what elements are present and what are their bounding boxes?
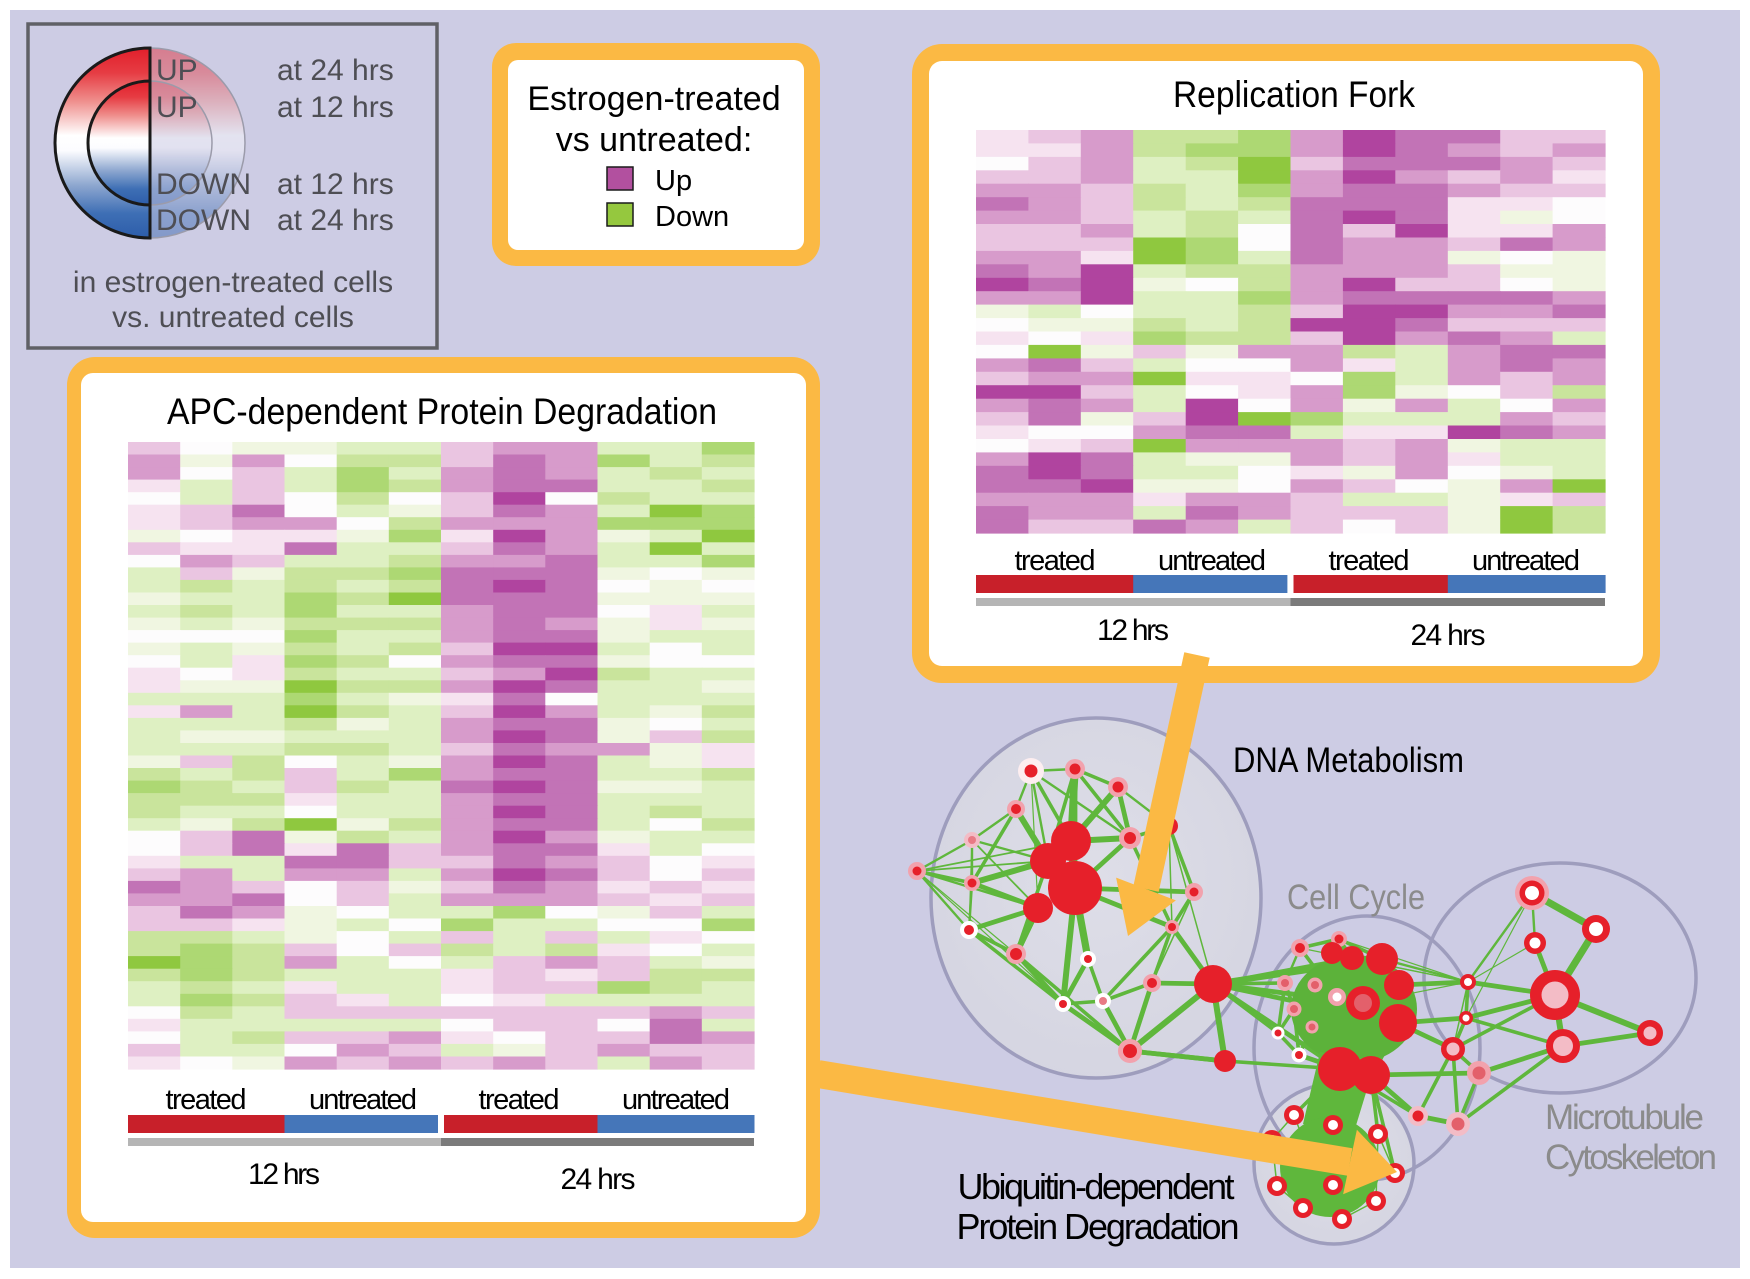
svg-text:Replication Fork: Replication Fork	[1173, 74, 1415, 115]
svg-text:at 24 hrs: at 24 hrs	[277, 204, 394, 237]
svg-text:untreated: untreated	[309, 1084, 417, 1116]
svg-text:APC-dependent Protein Degradat: APC-dependent Protein Degradation	[167, 391, 717, 432]
svg-text:at 12 hrs: at 12 hrs	[277, 91, 394, 124]
svg-text:Microtubule: Microtubule	[1545, 1098, 1704, 1137]
svg-text:Down: Down	[655, 201, 729, 233]
svg-text:Protein Degradation: Protein Degradation	[957, 1206, 1240, 1247]
svg-text:at 24 hrs: at 24 hrs	[277, 54, 394, 87]
svg-text:DNA Metabolism: DNA Metabolism	[1233, 741, 1464, 780]
svg-text:Cell Cycle: Cell Cycle	[1287, 878, 1425, 917]
svg-text:DOWN: DOWN	[156, 168, 251, 201]
svg-text:treated: treated	[479, 1084, 560, 1116]
svg-text:untreated: untreated	[622, 1084, 730, 1116]
svg-text:vs. untreated cells: vs. untreated cells	[112, 301, 354, 334]
svg-text:UP: UP	[156, 54, 198, 87]
svg-text:UP: UP	[156, 91, 198, 124]
svg-text:treated: treated	[1329, 545, 1410, 577]
svg-text:untreated: untreated	[1472, 545, 1580, 577]
svg-text:Up: Up	[655, 165, 692, 197]
svg-text:treated: treated	[1015, 545, 1096, 577]
svg-text:treated: treated	[166, 1084, 247, 1116]
svg-text:12 hrs: 12 hrs	[248, 1158, 320, 1191]
svg-text:DOWN: DOWN	[156, 204, 251, 237]
svg-text:24 hrs: 24 hrs	[1411, 619, 1486, 652]
svg-text:12 hrs: 12 hrs	[1097, 614, 1169, 647]
svg-text:vs untreated:: vs untreated:	[556, 121, 753, 159]
svg-text:24 hrs: 24 hrs	[561, 1163, 636, 1196]
svg-text:at 12 hrs: at 12 hrs	[277, 168, 394, 201]
svg-text:Cytoskeleton: Cytoskeleton	[1545, 1138, 1717, 1177]
svg-text:untreated: untreated	[1158, 545, 1266, 577]
svg-text:Ubiquitin-dependent: Ubiquitin-dependent	[958, 1166, 1235, 1207]
svg-text:in estrogen-treated cells: in estrogen-treated cells	[73, 266, 393, 299]
svg-text:Estrogen-treated: Estrogen-treated	[527, 80, 780, 118]
